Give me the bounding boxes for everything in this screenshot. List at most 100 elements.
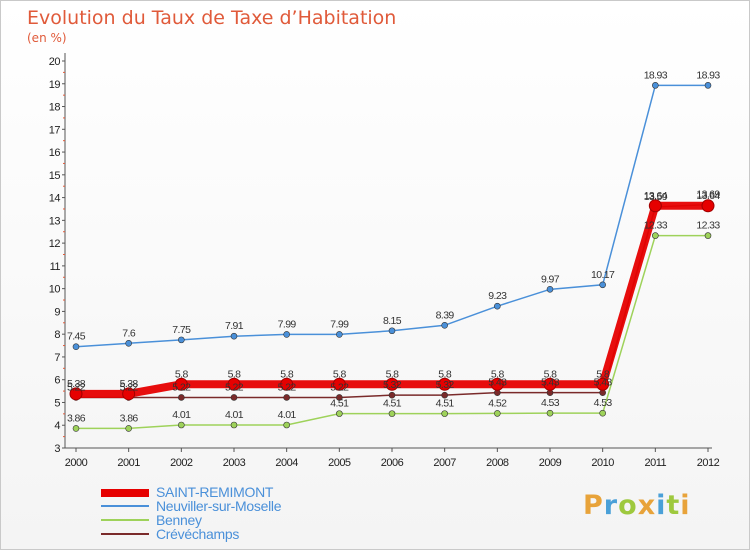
data-point	[546, 286, 554, 293]
data-label: 5.8	[596, 368, 610, 380]
data-point	[701, 199, 715, 213]
y-tick-label: 7	[54, 352, 60, 364]
data-label: 7.99	[330, 318, 349, 330]
data-label: 7.91	[225, 320, 244, 332]
data-point	[280, 377, 294, 391]
data-point	[441, 410, 448, 417]
y-tick-label: 14	[49, 193, 61, 205]
data-point	[494, 410, 501, 417]
data-label: 13.59	[644, 191, 668, 203]
data-point	[704, 232, 712, 239]
data-label: 4.53	[541, 397, 560, 409]
y-tick-label: 16	[49, 147, 61, 159]
data-point	[227, 377, 241, 391]
y-tick-label: 15	[49, 170, 61, 182]
data-label: 5.8	[333, 368, 347, 380]
data-point	[438, 377, 452, 391]
data-point	[174, 377, 188, 391]
data-point	[490, 377, 504, 391]
data-point	[704, 82, 712, 89]
y-tick-label: 20	[49, 56, 61, 68]
data-label: 9.23	[488, 290, 507, 302]
data-point	[336, 394, 343, 401]
brand-letter: i	[680, 490, 691, 521]
data-label: 5.8	[228, 368, 242, 380]
data-label: 12.33	[696, 220, 720, 232]
data-point	[72, 425, 80, 432]
brand-letter: P	[583, 490, 604, 521]
brand-logo: Proxiti	[583, 490, 691, 521]
data-label: 5.8	[175, 368, 189, 380]
y-tick-label: 6	[54, 375, 60, 387]
x-tick-label: 2006	[381, 457, 404, 469]
data-point	[336, 410, 343, 417]
data-point	[72, 343, 80, 350]
data-point	[648, 199, 662, 213]
data-point	[178, 394, 185, 401]
data-label: 4.51	[383, 398, 402, 410]
series-line-2	[75, 84, 708, 348]
data-label: 4.51	[330, 398, 349, 410]
x-tick-label: 2005	[328, 457, 351, 469]
legend-label: Neuviller-sur-Moselle	[156, 498, 282, 514]
data-point	[336, 331, 343, 338]
chart-title: Evolution du Taux de Taxe d’Habitation	[27, 7, 397, 29]
y-tick-label: 19	[49, 79, 61, 91]
data-point	[283, 421, 290, 429]
data-point	[122, 387, 136, 401]
data-point	[652, 232, 659, 239]
data-point	[283, 331, 290, 338]
data-point	[441, 321, 448, 329]
y-tick-label: 10	[49, 284, 61, 296]
data-label: 4.01	[278, 409, 297, 421]
data-label: 5.22	[330, 381, 349, 393]
x-tick-label: 2008	[486, 457, 509, 469]
data-label: 5.8	[438, 368, 452, 380]
data-point	[178, 336, 185, 344]
x-tick-label: 2012	[697, 457, 720, 469]
y-tick-label: 18	[49, 102, 61, 114]
data-label: 7.45	[67, 331, 86, 343]
y-tick-label: 9	[54, 306, 60, 318]
data-label: 8.15	[383, 315, 402, 327]
data-label: 5.22	[120, 381, 139, 393]
chart-subtitle: (en %)	[27, 31, 67, 45]
data-label: 13.64	[644, 190, 668, 202]
data-label: 18.93	[644, 69, 668, 81]
data-point	[441, 391, 448, 399]
y-tick-label: 8	[54, 329, 60, 341]
data-label: 5.43	[488, 377, 507, 389]
x-tick-label: 2003	[223, 457, 246, 469]
data-label: 5.8	[491, 368, 505, 380]
y-tick-label: 11	[50, 261, 61, 273]
data-label: 5.8	[280, 368, 294, 380]
x-tick-label: 2007	[433, 457, 456, 469]
data-point	[494, 302, 501, 310]
data-label: 7.6	[122, 327, 136, 339]
legend-swatch-saint-remimont	[101, 489, 149, 497]
data-point	[230, 394, 238, 401]
data-label: 5.43	[594, 377, 613, 389]
data-point	[230, 421, 238, 429]
data-point	[230, 332, 238, 340]
legend-label: SAINT-REMIMONT	[156, 484, 274, 500]
data-label: 13.64	[696, 190, 720, 202]
legend-label: Crévéchamps	[156, 526, 240, 542]
data-point	[385, 377, 399, 391]
data-label: 10.17	[591, 269, 615, 281]
y-tick-label: 5	[54, 397, 60, 409]
data-point	[388, 327, 396, 335]
data-label: 13.69	[696, 189, 720, 201]
legend-swatch-benney	[101, 519, 149, 521]
x-tick-label: 2011	[645, 457, 667, 469]
legend-label: Benney	[156, 512, 202, 528]
data-point	[178, 421, 185, 429]
brand-letter: t	[666, 490, 681, 521]
data-label: 8.39	[436, 309, 455, 321]
x-tick-label: 2010	[591, 457, 614, 469]
data-point	[599, 281, 606, 289]
data-point	[599, 409, 606, 417]
data-label: 12.33	[644, 220, 668, 232]
data-point	[125, 339, 132, 347]
